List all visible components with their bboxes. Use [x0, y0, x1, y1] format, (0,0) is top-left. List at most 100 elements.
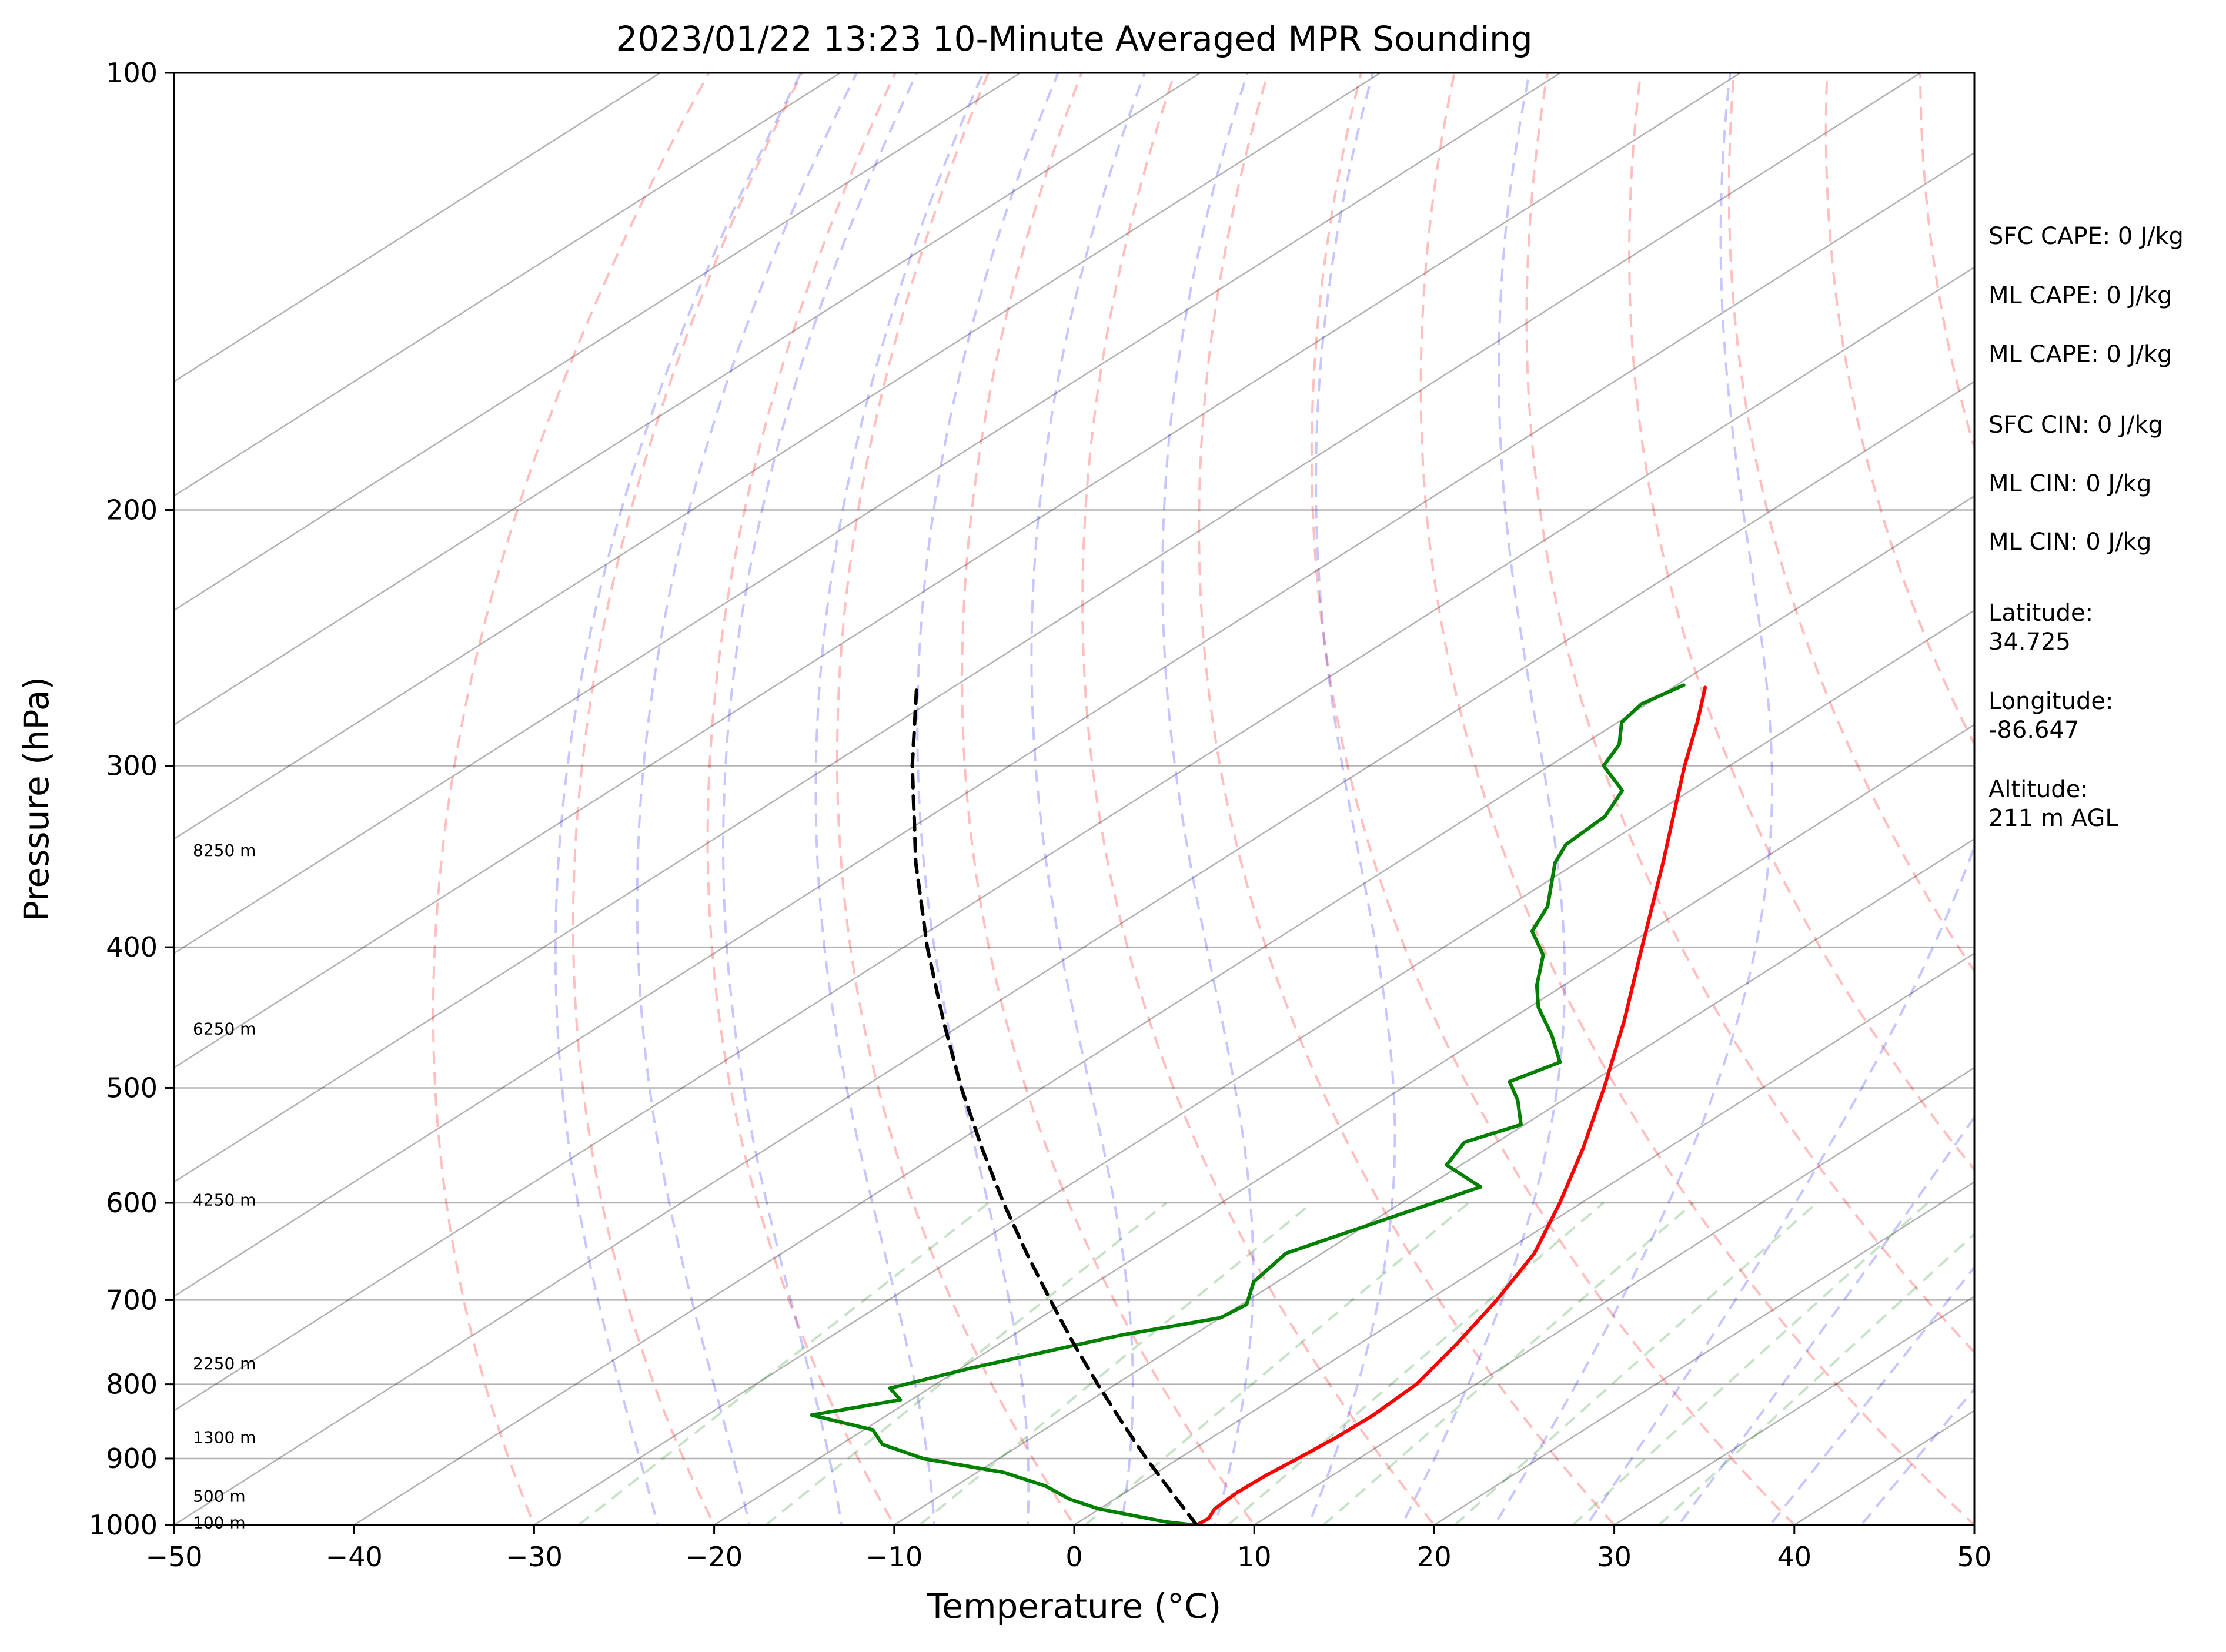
isotherm-line — [174, 73, 1742, 1069]
dry-adiabat-line — [835, 73, 1076, 1525]
latitude-value: 34.725 — [1988, 628, 2071, 656]
dry-adiabat-line — [571, 73, 804, 1525]
x-tick-label: −30 — [506, 1541, 563, 1573]
ml-cape-text: ML CAPE: 0 J/kg — [1988, 282, 2172, 309]
dry-adiabat-line — [1727, 73, 1974, 974]
y-tick-label: 600 — [106, 1187, 158, 1219]
moist-adiabat-line — [1030, 73, 1146, 1525]
y-tick-label: 500 — [106, 1072, 158, 1103]
y-tick-label: 800 — [106, 1369, 158, 1400]
dry-adiabat-line — [1419, 73, 1974, 1525]
dry-adiabat-line — [1628, 73, 1974, 1172]
dewpoint-trace — [810, 683, 1686, 1525]
isotherm-line — [174, 266, 1974, 1412]
isotherm-line — [1433, 1181, 1974, 1525]
mixing-ratio-line — [1658, 1232, 1974, 1525]
longitude-label: Longitude: — [1988, 688, 2113, 715]
moist-adiabat-line — [1161, 73, 1255, 1525]
x-tick-label: −50 — [145, 1541, 202, 1573]
x-tick-label: 30 — [1597, 1541, 1632, 1573]
isotherm-line — [174, 380, 1974, 1525]
dry-adiabat-line — [706, 73, 897, 1525]
reference-lines — [174, 73, 1974, 1525]
isotherm-line — [174, 73, 842, 497]
moist-adiabat-line — [554, 73, 803, 1525]
altitude-label: Altitude: — [1988, 776, 2088, 803]
height-label: 500 m — [193, 1487, 246, 1506]
ml-cin-text-2: ML CIN: 0 J/kg — [1988, 529, 2151, 556]
longitude-value: -86.647 — [1988, 717, 2079, 744]
parcel-trace — [910, 685, 1199, 1525]
temperature-trace — [1195, 685, 1707, 1525]
isotherm-line — [174, 152, 1974, 1297]
x-axis-title: Temperature (°C) — [927, 1586, 1222, 1626]
moist-adiabat-line — [814, 73, 985, 1525]
x-tick-label: 40 — [1777, 1541, 1812, 1573]
pressure-grid — [174, 509, 1974, 1460]
y-axis-ticks: 100 200 300 400 500 600 700 800 900 1000 — [89, 57, 174, 1541]
dry-adiabat-line — [1081, 73, 1436, 1525]
sounding-traces — [810, 683, 1707, 1525]
isotherm-line — [174, 73, 1202, 726]
mixing-ratio-line — [1454, 1202, 1818, 1525]
height-label: 100 m — [193, 1513, 246, 1533]
y-tick-label: 700 — [106, 1284, 158, 1316]
mixing-ratio-line — [577, 1202, 990, 1525]
moist-adiabat-line — [916, 73, 1059, 1525]
height-label: 2250 m — [193, 1354, 256, 1373]
sounding-info-panel: SFC CAPE: 0 J/kg ML CAPE: 0 J/kg ML CAPE… — [1988, 223, 2184, 832]
dry-adiabat-line — [1824, 73, 1974, 747]
ml-cin-text: ML CIN: 0 J/kg — [1988, 470, 2151, 497]
y-tick-label: 900 — [106, 1443, 158, 1474]
height-label: 8250 m — [193, 841, 256, 860]
dry-adiabat-line — [432, 73, 710, 1525]
mixing-ratio-line — [1227, 1202, 1605, 1525]
y-tick-label: 300 — [106, 750, 158, 781]
height-label: 1300 m — [193, 1428, 256, 1447]
moist-adiabat-line — [1860, 1387, 1974, 1525]
y-axis-title: Pressure (hPa) — [16, 677, 56, 921]
height-labels: 8250 m 6250 m 4250 m 2250 m 1300 m 500 m 100 m — [193, 841, 256, 1533]
x-tick-label: −20 — [686, 1541, 743, 1573]
isotherm-line — [174, 73, 1382, 840]
moist-adiabat-line — [1677, 1115, 1974, 1525]
mixing-ratio-line — [1572, 1202, 1929, 1525]
isotherm-line — [174, 73, 1562, 955]
chart-title: 2023/01/22 13:23 10-Minute Averaged MPR … — [616, 19, 1532, 59]
x-tick-label: −10 — [865, 1541, 923, 1573]
y-tick-label: 100 — [106, 57, 158, 89]
y-tick-label: 200 — [106, 494, 158, 526]
moist-adiabat-line — [636, 73, 858, 1525]
mixing-ratio-line — [1322, 1202, 1694, 1525]
isotherm-line — [893, 838, 1974, 1525]
sfc-cape-text: SFC CAPE: 0 J/kg — [1988, 223, 2184, 250]
moist-adiabat-line — [1493, 73, 1774, 1525]
ml-cape-text-2: ML CAPE: 0 J/kg — [1988, 341, 2172, 368]
y-tick-label: 1000 — [89, 1509, 158, 1541]
height-label: 4250 m — [193, 1190, 256, 1210]
isotherm-line — [1613, 1295, 1974, 1525]
isotherm-line — [713, 724, 1974, 1525]
x-tick-label: 50 — [1957, 1541, 1992, 1573]
x-axis-ticks: −50 −40 −30 −20 −10 0 10 20 30 40 50 — [145, 1525, 1991, 1573]
x-tick-label: −40 — [326, 1541, 383, 1573]
altitude-value: 211 m AGL — [1988, 805, 2118, 832]
mixing-ratio-line — [765, 1202, 1168, 1525]
isotherm-line — [174, 73, 1022, 611]
isotherm-line — [174, 73, 1922, 1183]
y-tick-label: 400 — [106, 931, 158, 963]
moist-adiabat-line — [1307, 73, 1396, 1525]
moist-adiabat-line — [1585, 843, 1974, 1525]
isotherm-line — [352, 495, 1974, 1525]
isotherm-line — [1072, 952, 1974, 1525]
height-label: 6250 m — [193, 1019, 256, 1038]
moist-adiabat-line — [1769, 1265, 1974, 1525]
dry-adiabat-line — [1525, 73, 1974, 1354]
isotherm-line — [1252, 1066, 1974, 1525]
x-tick-label: 20 — [1417, 1541, 1452, 1573]
sfc-cin-text: SFC CIN: 0 J/kg — [1988, 412, 2163, 439]
moist-adiabat-line — [721, 73, 918, 1525]
dry-adiabat-line — [1198, 73, 1616, 1525]
